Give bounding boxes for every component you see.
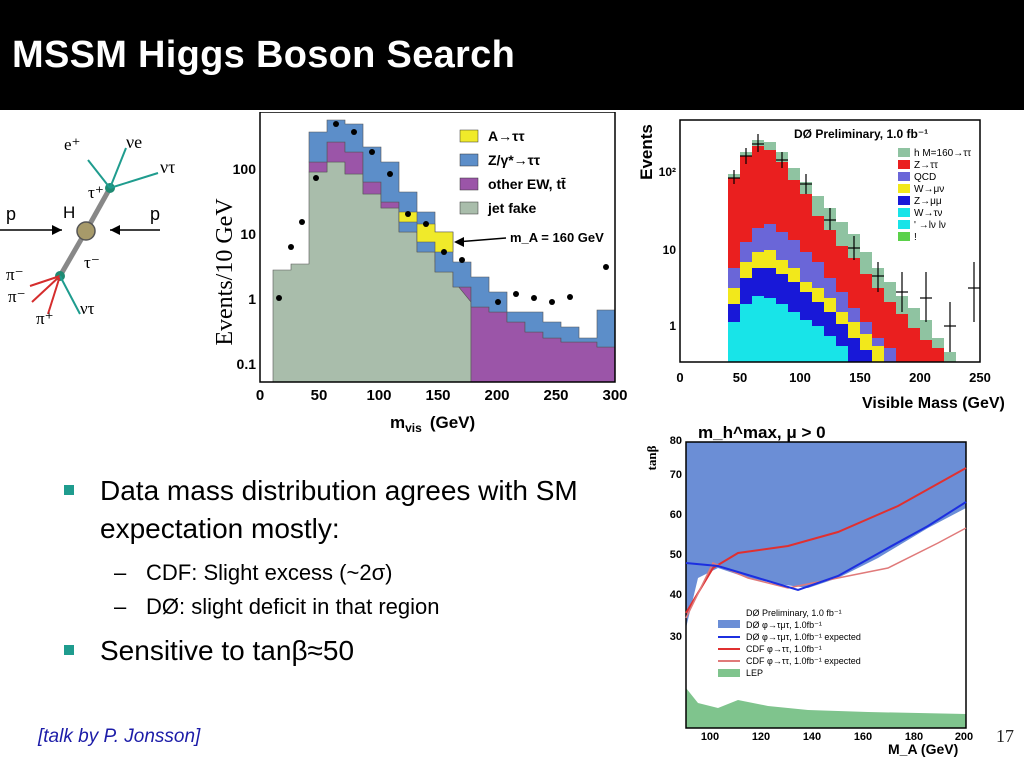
bullet-text: Data mass distribution agrees with SM ex… <box>100 475 578 544</box>
bullet-marker <box>64 645 74 655</box>
sub-bullet-dash: – <box>114 560 127 585</box>
limit-xtick: 100 <box>701 731 719 743</box>
cdf-xtick: 100 <box>366 387 391 404</box>
cdf-xlabel: mvis (GeV) <box>390 413 475 435</box>
cdf-ylabel: Events/10 GeV <box>212 198 238 346</box>
cdf-xtick: 150 <box>425 387 450 404</box>
d0-xtick: 200 <box>909 370 931 385</box>
cdf-legend-ew: other EW, tt̄ <box>488 176 566 192</box>
d0-xtick: 0 <box>676 370 683 385</box>
cdf-ytick: 0.1 <box>237 356 257 372</box>
d0-mass-plot: Events 1 10 10² DØ Preliminary, 1.0 fb⁻¹… <box>637 119 1005 412</box>
d0-legend-h: h M=160→ττ <box>914 148 971 159</box>
limit-xtick: 140 <box>803 731 821 743</box>
cdf-legend: A→ττ Z/γ*→ττ other EW, tt̄ jet fake <box>459 128 566 216</box>
d0-legend-zmumu: Z→μμ <box>914 196 942 207</box>
cdf-xtick: 250 <box>543 387 568 404</box>
limit-xtick: 120 <box>752 731 770 743</box>
d0-plot-title: DØ Preliminary, 1.0 fb⁻¹ <box>794 127 928 141</box>
bullet-marker <box>64 485 74 495</box>
limit-legend: DØ Preliminary, 1.0 fb⁻¹ DØ φ→τμτ, 1.0fb… <box>718 608 861 678</box>
bullet-item: Data mass distribution agrees with SM ex… <box>62 472 622 548</box>
bullet-item: Sensitive to tanβ≈50 <box>62 632 622 670</box>
d0-xlabel: Visible Mass (GeV) <box>862 395 1005 412</box>
bullet-text: Sensitive to tanβ≈50 <box>100 635 355 666</box>
limit-ytick: 30 <box>670 631 682 643</box>
diagram-label-nutau-bottom: ντ <box>80 299 95 318</box>
cdf-xtick: 200 <box>484 387 509 404</box>
d0-xtick: 50 <box>733 370 747 385</box>
cdf-xtick: 50 <box>311 387 328 404</box>
decay-diagram: e⁺ νe ντ τ⁺ p H p τ⁻ π⁻ π⁻ π⁺ ντ <box>0 132 175 328</box>
cdf-xtick: 300 <box>602 387 627 404</box>
limit-ytick: 40 <box>670 589 682 601</box>
cdf-ytick: 1 <box>248 291 256 307</box>
slide-number: 17 <box>996 726 1014 746</box>
bullet-list: Data mass distribution agrees with SM ex… <box>62 472 622 678</box>
d0-legend-qcd: QCD <box>914 172 936 183</box>
sub-bullet-dash: – <box>114 594 127 619</box>
limit-plot-title: m_h^max, μ > 0 <box>698 423 826 442</box>
d0-ytick: 10 <box>663 243 677 257</box>
cdf-mass-plot: Events/10 GeV 0.1 1 10 100 0 50 100 150 … <box>212 112 628 435</box>
cdf-ytick: 10 <box>240 226 256 242</box>
citation: [talk by P. Jonsson] <box>38 726 201 747</box>
diagram-label-piminus-2: π⁻ <box>8 287 26 306</box>
diagram-label-tauminus: τ⁻ <box>84 253 100 272</box>
cdf-annotation: m_A = 160 GeV <box>510 230 604 245</box>
sub-bullet-text: DØ: slight deficit in that region <box>146 594 440 619</box>
d0-data-points <box>728 134 980 352</box>
limit-legend-lep: LEP <box>746 668 763 678</box>
sub-bullet-item: – DØ: slight deficit in that region <box>62 590 622 624</box>
title-bar: MSSM Higgs Boson Search <box>0 0 1024 110</box>
diagram-label-nue: νe <box>126 132 142 152</box>
diagram-label-piminus-1: π⁻ <box>6 265 24 284</box>
limit-ytick: 60 <box>670 509 682 521</box>
d0-ytick: 1 <box>669 319 676 333</box>
limit-legend-cdf: CDF φ→ττ, 1.0fb⁻¹ <box>746 644 822 654</box>
limit-ytick: 50 <box>670 549 682 561</box>
limit-legend-d0-exp: DØ φ→τμτ, 1.0fb⁻¹ expected <box>746 632 861 642</box>
diagram-label-tauplus: τ⁺ <box>88 183 104 202</box>
d0-ylabel: Events <box>637 124 656 180</box>
limit-legend-title: DØ Preliminary, 1.0 fb⁻¹ <box>746 608 842 618</box>
cdf-ytick: 100 <box>233 161 257 177</box>
d0-ytick: 10² <box>659 165 676 179</box>
limit-xtick: 200 <box>955 731 973 743</box>
d0-xtick: 100 <box>789 370 811 385</box>
d0-legend-other: ! <box>914 232 917 243</box>
cdf-legend-z: Z/γ*→ττ <box>488 152 541 168</box>
sub-bullet-text: CDF: Slight excess (~2σ) <box>146 560 393 585</box>
limit-ylabel: tanβ <box>644 445 659 470</box>
d0-legend-w: W→μν <box>914 184 944 195</box>
diagram-label-nutau-top: ντ <box>160 157 175 177</box>
cdf-data-points <box>276 121 609 305</box>
d0-legend-tt: ' →lν lν <box>914 220 946 231</box>
cdf-legend-jetfake: jet fake <box>487 200 536 216</box>
slide-title: MSSM Higgs Boson Search <box>12 34 516 76</box>
d0-legend: h M=160→ττ Z→ττ QCD W→μν Z→μμ W→τν ' →lν… <box>898 148 971 243</box>
diagram-label-p-right: p <box>150 204 160 224</box>
limit-xtick: 160 <box>854 731 872 743</box>
diagram-label-higgs: H <box>63 203 75 222</box>
cdf-legend-a: A→ττ <box>488 128 525 144</box>
d0-xtick: 250 <box>969 370 991 385</box>
d0-legend-z: Z→ττ <box>914 160 938 171</box>
sub-bullet-item: – CDF: Slight excess (~2σ) <box>62 556 622 590</box>
limit-ytick: 70 <box>670 469 682 481</box>
limit-legend-cdf-exp: CDF φ→ττ, 1.0fb⁻¹ expected <box>746 656 861 666</box>
limit-legend-d0: DØ φ→τμτ, 1.0fb⁻¹ <box>746 620 822 630</box>
diagram-label-eplus: e⁺ <box>64 135 81 154</box>
limit-xtick: 180 <box>905 731 923 743</box>
diagram-label-p-left: p <box>6 204 16 224</box>
limit-ytick: 80 <box>670 435 682 447</box>
limit-xlabel: M_A (GeV) <box>888 741 958 757</box>
d0-xtick: 150 <box>849 370 871 385</box>
cdf-xtick: 0 <box>256 387 264 404</box>
d0-legend-wtau: W→τν <box>914 208 942 219</box>
diagram-label-piplus: π⁺ <box>36 309 54 328</box>
tanbeta-limit-plot: m_h^max, μ > 0 tanβ 30 40 50 60 70 80 DØ… <box>644 423 973 757</box>
